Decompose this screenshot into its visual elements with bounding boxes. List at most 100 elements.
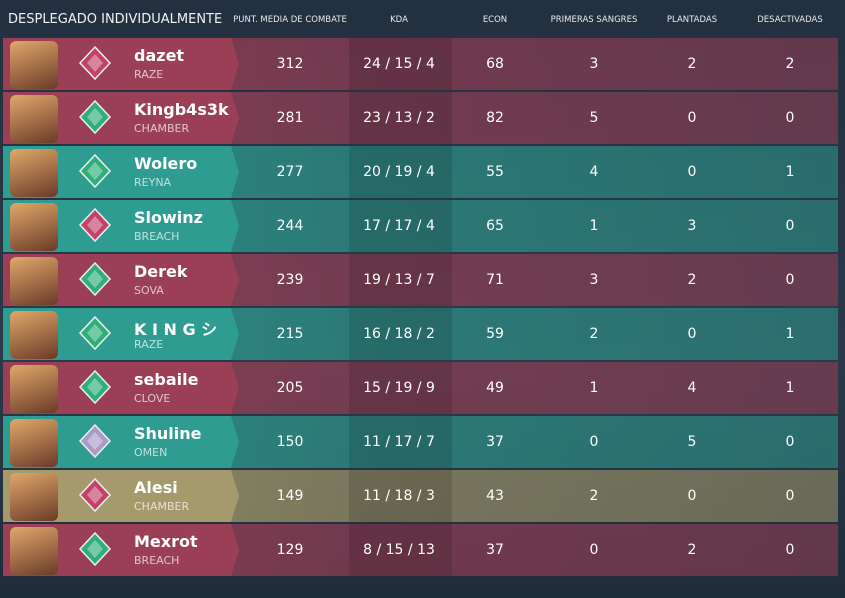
stat-value: 150 xyxy=(276,434,304,450)
stat-value: 2 xyxy=(589,488,599,504)
rank-icon xyxy=(78,207,112,243)
agent-portrait xyxy=(10,149,58,197)
player-row: sebaile CLOVE 205 15 / 19 / 9 49 1 4 1 xyxy=(3,362,838,414)
player-row: Alesi CHAMBER 149 11 / 18 / 3 43 2 0 0 xyxy=(3,470,838,522)
kda-band xyxy=(349,254,452,306)
stat-value: 0 xyxy=(785,110,795,126)
agent-portrait xyxy=(10,311,58,359)
rank-icon xyxy=(78,153,112,189)
player-cell: Slowinz BREACH xyxy=(3,200,239,252)
stat-value: 0 xyxy=(785,542,795,558)
stat-value: 15 / 19 / 9 xyxy=(363,380,435,396)
stat-value: 1 xyxy=(785,164,795,180)
stat-value: 2 xyxy=(589,326,599,342)
stat-value: 55 xyxy=(486,164,504,180)
player-name: Derek xyxy=(134,262,188,281)
stat-value: 0 xyxy=(589,542,599,558)
rank-shape xyxy=(78,153,112,189)
agent-name: RAZE xyxy=(134,338,164,351)
stat-value: 244 xyxy=(276,218,304,234)
agent-portrait xyxy=(10,95,58,143)
player-name: Mexrot xyxy=(134,532,198,551)
stat-value: 0 xyxy=(785,218,795,234)
stat-value: 2 xyxy=(785,56,795,72)
rank-shape xyxy=(78,315,112,351)
stat-value: 37 xyxy=(486,542,504,558)
stat-value: 11 / 17 / 7 xyxy=(363,434,435,450)
kda-band xyxy=(349,362,452,414)
agent-portrait xyxy=(10,419,58,467)
stat-value: 82 xyxy=(486,110,504,126)
player-name: Slowinz xyxy=(134,208,203,227)
stat-value: 5 xyxy=(687,434,697,450)
stat-value: 1 xyxy=(785,326,795,342)
player-row: Derek SOVA 239 19 / 13 / 7 71 3 2 0 xyxy=(3,254,838,306)
stat-value: 1 xyxy=(785,380,795,396)
stat-value: 24 / 15 / 4 xyxy=(363,56,435,72)
kda-band xyxy=(349,524,452,576)
agent-name: CLOVE xyxy=(134,392,171,405)
kda-band xyxy=(349,200,452,252)
agent-name: RAZE xyxy=(134,68,164,81)
stat-value: 0 xyxy=(687,488,697,504)
kda-band xyxy=(349,38,452,90)
player-cell: Wolero REYNA xyxy=(3,146,239,198)
rank-shape xyxy=(78,369,112,405)
rank-icon xyxy=(78,315,112,351)
player-name: dazet xyxy=(134,46,185,65)
stat-value: 8 / 15 / 13 xyxy=(363,542,435,558)
column-header: KDA xyxy=(390,15,408,25)
stat-value: 277 xyxy=(276,164,304,180)
player-cell: Mexrot BREACH xyxy=(3,524,239,576)
rank-icon xyxy=(78,369,112,405)
kda-band xyxy=(349,92,452,144)
player-cell: Alesi CHAMBER xyxy=(3,470,239,522)
stat-value: 1 xyxy=(589,218,599,234)
rank-icon xyxy=(78,477,112,513)
player-cell: Derek SOVA xyxy=(3,254,239,306)
agent-portrait xyxy=(10,41,58,89)
agent-name: REYNA xyxy=(134,176,172,189)
player-cell: K I N G シ RAZE xyxy=(3,308,239,360)
column-header: PRIMERAS SANGRES xyxy=(550,15,638,25)
player-name: Wolero xyxy=(134,154,198,173)
stat-value: 0 xyxy=(785,488,795,504)
stat-value: 3 xyxy=(687,218,697,234)
agent-portrait xyxy=(10,203,58,251)
column-header: DESACTIVADAS xyxy=(757,15,823,25)
stat-value: 68 xyxy=(486,56,504,72)
player-row: Kingb4s3k CHAMBER 281 23 / 13 / 2 82 5 0 0 xyxy=(3,92,838,144)
column-header: PLANTADAS xyxy=(666,15,718,25)
agent-portrait xyxy=(10,257,58,305)
agent-name: CHAMBER xyxy=(134,122,190,135)
stat-value: 2 xyxy=(687,56,697,72)
rank-shape xyxy=(78,207,112,243)
player-row: Slowinz BREACH 244 17 / 17 / 4 65 1 3 0 xyxy=(3,200,838,252)
player-name: Kingb4s3k xyxy=(134,100,229,119)
stat-value: 0 xyxy=(687,326,697,342)
stat-value: 1 xyxy=(589,380,599,396)
rank-shape xyxy=(78,45,112,81)
stat-value: 2 xyxy=(687,542,697,558)
rank-shape xyxy=(78,423,112,459)
stat-value: 71 xyxy=(486,272,504,288)
stat-value: 0 xyxy=(687,164,697,180)
stat-value: 149 xyxy=(276,488,304,504)
player-cell: Kingb4s3k CHAMBER xyxy=(3,92,239,144)
rank-icon xyxy=(78,45,112,81)
stat-value: 0 xyxy=(687,110,697,126)
stat-value: 3 xyxy=(589,272,599,288)
stat-value: 239 xyxy=(276,272,304,288)
stat-value: 3 xyxy=(589,56,599,72)
stat-value: 215 xyxy=(276,326,304,342)
kda-band xyxy=(349,470,452,522)
agent-name: SOVA xyxy=(134,284,164,297)
stat-value: 49 xyxy=(486,380,504,396)
player-row: K I N G シ RAZE 215 16 / 18 / 2 59 2 0 1 xyxy=(3,308,838,360)
player-cell: sebaile CLOVE xyxy=(3,362,239,414)
player-row: Wolero REYNA 277 20 / 19 / 4 55 4 0 1 xyxy=(3,146,838,198)
rank-icon xyxy=(78,99,112,135)
stat-value: 11 / 18 / 3 xyxy=(363,488,435,504)
player-name: K I N G シ xyxy=(134,320,218,339)
player-row: Mexrot BREACH 129 8 / 15 / 13 37 0 2 0 xyxy=(3,524,838,576)
